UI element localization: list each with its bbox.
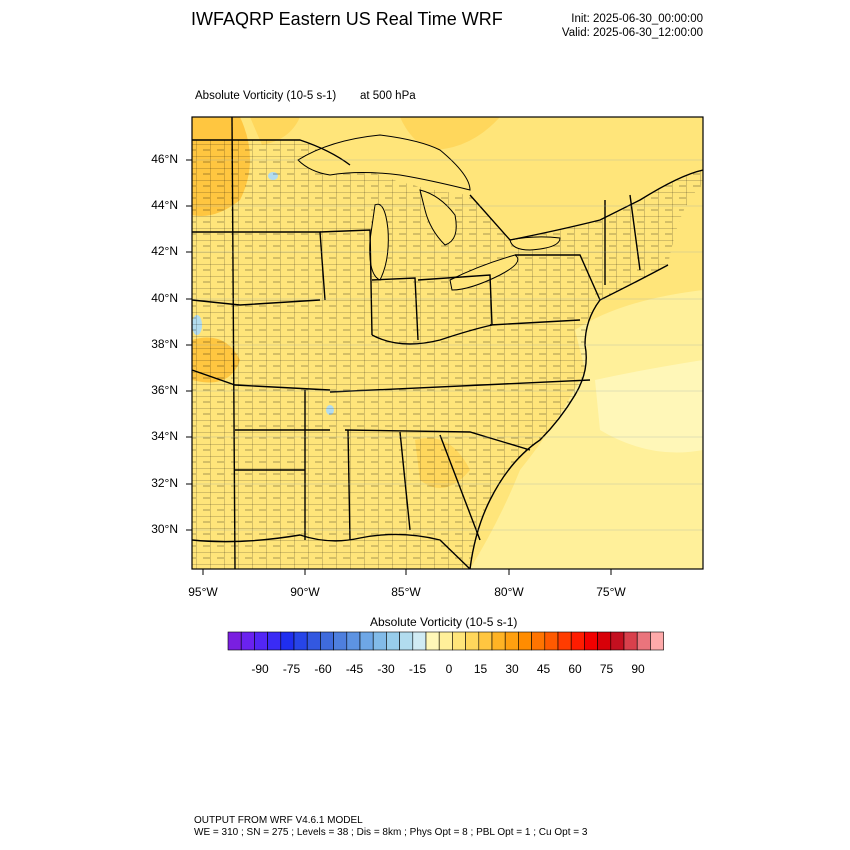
colorbar-swatch [584, 631, 598, 651]
colorbar-tick-label: -30 [377, 662, 395, 676]
init-time: Init: 2025-06-30_00:00:00 [571, 13, 703, 25]
colorbar-tick-label: 90 [631, 662, 645, 676]
colorbar-swatch [636, 631, 651, 651]
colorbar-tick-label: 45 [536, 662, 551, 676]
colorbar-swatch [333, 631, 348, 651]
colorbar-swatch [504, 631, 519, 651]
colorbar-tick-label: -15 [408, 662, 427, 676]
map-panel [192, 117, 703, 569]
colorbar-swatch [359, 631, 374, 651]
lake-erie [449, 254, 519, 291]
colorbar-swatch [438, 631, 453, 651]
lat-label: 46°N [151, 152, 178, 166]
colorbar-tick-label: -60 [314, 662, 332, 676]
lake-huron [419, 189, 457, 246]
colorbar-tick-label: 15 [473, 662, 488, 676]
lat-label: 30°N [151, 522, 178, 536]
colorbar-swatch [597, 631, 612, 651]
colorbar-swatch [254, 631, 268, 651]
lon-label: 85°W [391, 585, 421, 599]
lat-label: 38°N [151, 337, 178, 351]
colorbar-swatch [531, 631, 546, 651]
lat-label: 32°N [151, 476, 178, 490]
ocean-area [470, 290, 703, 569]
colorbar-swatch [452, 631, 466, 651]
colorbar-swatch [412, 631, 427, 651]
colorbar-tick-label: 30 [505, 662, 519, 676]
colorbar-swatch [570, 631, 585, 651]
colorbar [227, 631, 664, 651]
colorbar-swatch [650, 631, 664, 651]
colorbar-tick-label: -45 [345, 662, 364, 676]
high-vorticity-patch [250, 117, 300, 145]
colorbar-swatch [320, 631, 334, 651]
colorbar-swatch [518, 631, 532, 651]
colorbar-swatch [425, 631, 440, 651]
lon-label: 75°W [596, 585, 626, 599]
high-vorticity-patch [400, 117, 500, 150]
colorbar-swatch [491, 631, 506, 651]
colorbar-swatch [293, 631, 308, 651]
county-grid [192, 140, 703, 569]
colorbar-swatch [267, 631, 282, 651]
colorbar-swatch [306, 631, 321, 651]
colorbar-swatch [227, 631, 242, 651]
colorbar-swatch [465, 631, 480, 651]
state-borders [192, 117, 703, 569]
valid-time: Valid: 2025-06-30_12:00:00 [561, 27, 703, 39]
level-label: at 500 hPa [360, 90, 416, 102]
light-vorticity-patch [595, 360, 703, 453]
lake-superior [297, 134, 471, 191]
footer-model: OUTPUT FROM WRF V4.6.1 MODEL [194, 815, 363, 826]
lat-label: 44°N [151, 198, 178, 212]
colorbar-swatch [346, 631, 361, 651]
field-label: Absolute Vorticity (10-5 s-1) [195, 90, 337, 102]
colorbar-swatch [610, 631, 625, 651]
colorbar-tick-label: 75 [599, 662, 614, 676]
lat-label: 42°N [151, 244, 178, 258]
lat-label: 40°N [151, 291, 178, 305]
lat-label: 36°N [151, 383, 178, 397]
colorbar-tick-label: 60 [568, 662, 582, 676]
colorbar-tick-label: 0 [445, 662, 453, 676]
colorbar-swatch [478, 631, 493, 651]
colorbar-title: Absolute Vorticity (10-5 s-1) [370, 615, 518, 629]
colorbar-tick-label: -75 [282, 662, 301, 676]
axis-ticks [186, 159, 612, 575]
colorbar-swatch [386, 631, 400, 651]
colorbar-swatch [557, 631, 572, 651]
lake-ontario [509, 236, 561, 251]
colorbar-swatch [544, 631, 559, 651]
colorbar-swatch [623, 631, 638, 651]
map-frame [191, 116, 704, 570]
lat-label: 34°N [151, 429, 178, 443]
colorbar-swatch [240, 631, 255, 651]
colorbar-tick-label: -90 [251, 662, 269, 676]
footer-config: WE = 310 ; SN = 275 ; Levels = 38 ; Dis … [194, 827, 588, 838]
colorbar-swatch [399, 631, 414, 651]
lon-label: 95°W [188, 585, 218, 599]
graticule [192, 159, 703, 531]
lon-label: 80°W [494, 585, 524, 599]
colorbar-swatch [280, 631, 295, 651]
lon-label: 90°W [290, 585, 320, 599]
colorbar-swatch [372, 631, 387, 651]
page-title: IWFAQRP Eastern US Real Time WRF [191, 9, 503, 29]
